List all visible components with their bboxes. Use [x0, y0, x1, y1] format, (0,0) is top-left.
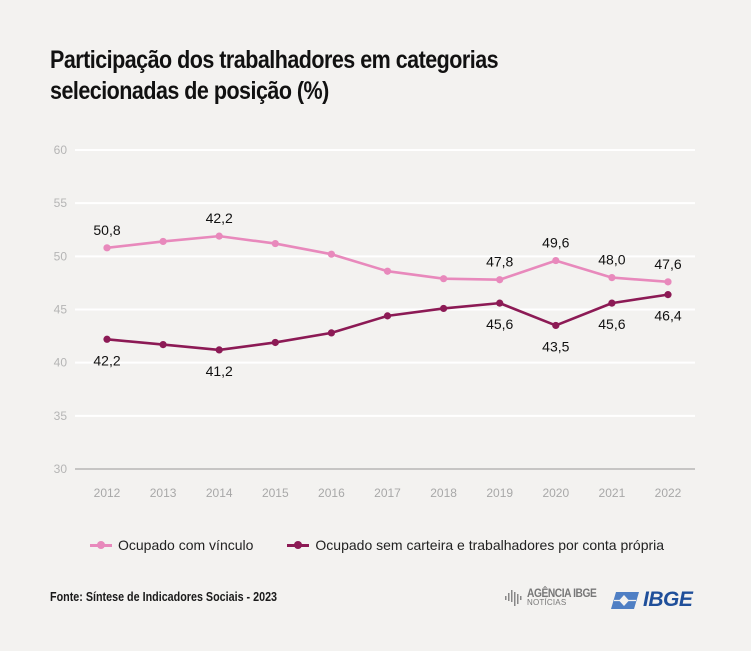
- y-tick-label: 60: [54, 143, 68, 157]
- title-line-1: Participação dos trabalhadores em catego…: [50, 46, 499, 74]
- x-tick-label: 2020: [542, 486, 569, 500]
- data-point: [103, 244, 111, 252]
- y-tick-label: 55: [54, 196, 68, 210]
- data-label: 42,2: [93, 352, 120, 368]
- x-tick-label: 2013: [150, 486, 177, 500]
- data-point: [383, 312, 392, 320]
- ibge-mark-icon: [611, 591, 639, 609]
- legend-item-com-vinculo[interactable]: Ocupado com vínculo: [90, 537, 253, 553]
- data-label: 42,2: [206, 210, 233, 226]
- y-tick-label: 30: [54, 462, 68, 476]
- y-tick-label: 50: [54, 249, 68, 263]
- data-point: [103, 335, 111, 343]
- legend-swatch-com-vinculo: [90, 540, 112, 550]
- data-point: [327, 250, 335, 258]
- data-point: [552, 256, 560, 265]
- data-point: [159, 237, 167, 246]
- legend-label: Ocupado com vínculo: [118, 537, 254, 553]
- data-label: 45,6: [486, 316, 513, 332]
- source-note: Fonte: Síntese de Indicadores Sociais - …: [50, 590, 278, 604]
- data-label: 48,0: [598, 252, 625, 268]
- data-labels: 50,8 42,2 47,8 49,6 48,0 47,6 42,2 41,2 45,6 43,5…: [93, 210, 681, 379]
- x-tick-label: 2019: [486, 486, 513, 500]
- y-axis-ticks: 30 35 40 45 50 55 60: [54, 143, 68, 476]
- data-point: [440, 304, 448, 313]
- data-point: [664, 291, 672, 299]
- series-group: [103, 232, 672, 354]
- title-line-2: selecionadas de posição (%): [50, 77, 329, 105]
- x-tick-label: 2021: [599, 486, 626, 500]
- x-tick-label: 2014: [206, 486, 233, 500]
- data-label: 50,8: [93, 222, 120, 238]
- data-label: 45,6: [598, 316, 625, 332]
- data-point: [552, 321, 560, 330]
- ibge-logo: IBGE: [610, 588, 693, 612]
- data-point: [215, 232, 223, 240]
- legend: Ocupado com vínculo Ocupado sem carteira…: [90, 537, 664, 553]
- y-tick-label: 40: [54, 356, 68, 370]
- series-line-2: [106, 293, 669, 352]
- data-label: 46,4: [654, 308, 681, 324]
- data-point: [664, 278, 672, 286]
- data-point: [608, 274, 616, 282]
- data-point: [327, 329, 335, 337]
- data-point: [215, 346, 223, 354]
- x-tick-label: 2015: [262, 486, 289, 500]
- legend-swatch-sem-carteira: [287, 540, 310, 550]
- x-tick-label: 2016: [318, 486, 345, 500]
- data-label: 41,2: [206, 363, 233, 379]
- data-label: 49,6: [542, 235, 569, 251]
- data-label: 43,5: [542, 338, 569, 354]
- agencia-logo-subtext: NOTÍCIAS: [527, 598, 567, 607]
- data-point: [383, 267, 392, 275]
- x-axis-ticks: 2012 2013 2014 2015 2016 2017 2018 2019 2020 2021…: [94, 486, 682, 500]
- data-point: [271, 338, 279, 347]
- x-tick-label: 2018: [430, 486, 457, 500]
- agencia-logo-text: AGÊNCIA IBGE: [527, 586, 597, 600]
- x-tick-label: 2017: [374, 486, 401, 500]
- agencia-ibge-logo: AGÊNCIA IBGE NOTÍCIAS: [504, 586, 609, 608]
- grid-lines: [75, 149, 695, 470]
- chart-title: Participação dos trabalhadores em catego…: [50, 45, 600, 107]
- legend-label: Ocupado sem carteira e trabalhadores por…: [315, 537, 665, 553]
- data-point: [496, 276, 504, 284]
- legend-item-sem-carteira[interactable]: Ocupado sem carteira e trabalhadores por…: [287, 537, 664, 553]
- data-label: 47,8: [486, 254, 513, 270]
- data-point: [608, 299, 616, 307]
- data-point: [159, 340, 167, 349]
- ibge-logo-text: IBGE: [643, 588, 693, 611]
- y-tick-label: 35: [54, 409, 68, 423]
- x-tick-label: 2022: [655, 486, 682, 500]
- data-point: [440, 275, 448, 283]
- data-point: [496, 299, 504, 307]
- agencia-bars-icon: [505, 590, 522, 606]
- data-point: [271, 239, 279, 248]
- x-tick-label: 2012: [94, 486, 121, 500]
- series-line-1: [106, 234, 669, 284]
- y-tick-label: 45: [54, 303, 68, 317]
- data-label: 47,6: [654, 256, 681, 272]
